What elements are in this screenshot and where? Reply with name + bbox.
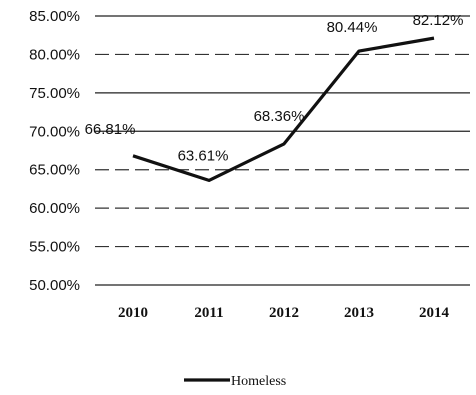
x-axis-ticks: 2010 2011 2012 2013 2014 — [118, 305, 450, 321]
data-label-2012: 68.36% — [254, 108, 305, 125]
y-tick-label-85: 85.00% — [29, 8, 80, 25]
data-labels: 66.81% 63.61% 68.36% 80.44% 82.12% — [85, 12, 464, 164]
data-label-2011: 63.61% — [178, 147, 229, 164]
y-axis-ticks: 85.00% 80.00% 75.00% 70.00% 65.00% 60.00% 55.0… — [29, 8, 80, 294]
y-tick-label-70: 70.00% — [29, 123, 80, 140]
y-tick-label-65: 65.00% — [29, 162, 80, 179]
data-label-2013: 80.44% — [327, 19, 378, 36]
x-tick-label-2010: 2010 — [118, 305, 148, 321]
x-tick-label-2012: 2012 — [269, 305, 299, 321]
x-tick-label-2011: 2011 — [194, 305, 223, 321]
series-homeless — [132, 36, 435, 182]
data-label-2010: 66.81% — [85, 121, 136, 138]
gridlines — [95, 15, 470, 286]
y-tick-label-80: 80.00% — [29, 46, 80, 63]
legend: Homeless — [184, 374, 286, 389]
y-tick-label-60: 60.00% — [29, 200, 80, 217]
x-tick-label-2013: 2013 — [344, 305, 374, 321]
y-tick-label-55: 55.00% — [29, 239, 80, 256]
legend-label-homeless: Homeless — [231, 374, 286, 389]
data-label-2014: 82.12% — [413, 12, 464, 29]
y-tick-label-50: 50.00% — [29, 277, 80, 294]
y-tick-label-75: 75.00% — [29, 85, 80, 102]
x-tick-label-2014: 2014 — [419, 305, 450, 321]
